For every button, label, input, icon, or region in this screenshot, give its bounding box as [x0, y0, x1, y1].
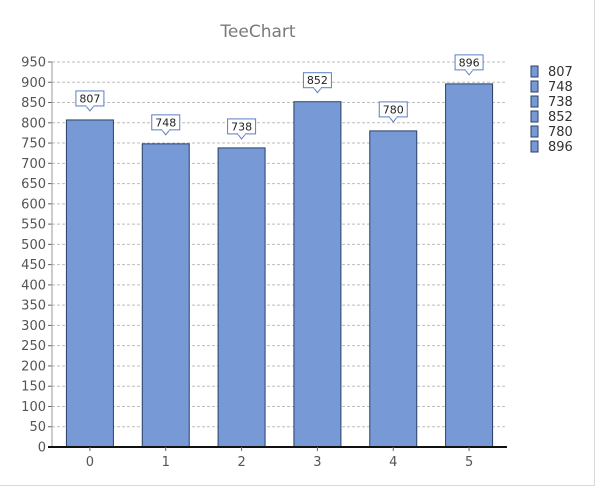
data-labels: 807 748 738 852 780 896	[75, 54, 484, 140]
legend-label: 738	[548, 95, 573, 110]
data-label: 780	[383, 103, 404, 116]
legend-label: 852	[548, 110, 573, 125]
bar	[65, 119, 114, 448]
legend-label: 748	[548, 80, 573, 95]
y-tick-label: 0	[38, 441, 46, 456]
y-tick-label: 150	[21, 380, 46, 395]
x-tick-label: 1	[162, 455, 170, 470]
y-axis-ticks: 0 50 100 150 200 250 300 350 400 450 500 550 600 650 7…	[21, 56, 52, 456]
y-tick-label: 600	[21, 197, 46, 212]
bar	[369, 130, 418, 448]
x-tick-label: 5	[465, 455, 473, 470]
y-tick-label: 200	[21, 359, 46, 374]
y-tick-label: 800	[21, 116, 46, 131]
axes	[48, 62, 507, 448]
bar	[217, 147, 266, 448]
legend-swatch	[530, 65, 539, 78]
bar	[141, 143, 190, 448]
y-tick-label: 950	[21, 56, 46, 71]
y-tick-label: 50	[29, 420, 46, 435]
x-axis-ticks: 0 1 2 3 4 5	[86, 447, 473, 470]
data-label: 807	[79, 92, 100, 105]
y-tick-label: 500	[21, 238, 46, 253]
y-tick-label: 900	[21, 76, 46, 91]
x-tick-label: 2	[237, 455, 245, 470]
bar	[445, 83, 494, 448]
x-tick-label: 0	[86, 455, 94, 470]
data-label: 896	[459, 56, 480, 69]
legend-label: 780	[548, 125, 573, 140]
grid-lines	[52, 61, 507, 428]
legend-swatch	[530, 125, 539, 138]
y-tick-label: 450	[21, 258, 46, 273]
legend-swatch	[530, 80, 539, 93]
x-tick-label: 3	[313, 455, 321, 470]
data-label: 738	[231, 120, 252, 133]
y-tick-label: 350	[21, 299, 46, 314]
y-tick-label: 250	[21, 339, 46, 354]
bar-series	[65, 83, 494, 448]
y-tick-label: 400	[21, 278, 46, 293]
legend-swatch	[530, 95, 539, 108]
bar	[293, 101, 342, 448]
y-tick-label: 550	[21, 218, 46, 233]
data-label: 748	[155, 116, 176, 129]
y-tick-label: 650	[21, 177, 46, 192]
data-label: 852	[307, 74, 328, 87]
legend-swatch	[530, 140, 539, 153]
y-tick-label: 300	[21, 319, 46, 334]
x-tick-label: 4	[389, 455, 397, 470]
legend-label: 807	[548, 65, 573, 80]
y-tick-label: 850	[21, 96, 46, 111]
chart-title: TeeChart	[219, 22, 295, 42]
y-tick-label: 700	[21, 157, 46, 172]
legend-swatch	[530, 110, 539, 123]
y-tick-label: 100	[21, 400, 46, 415]
y-tick-label: 750	[21, 137, 46, 152]
legend-label: 896	[548, 140, 573, 155]
